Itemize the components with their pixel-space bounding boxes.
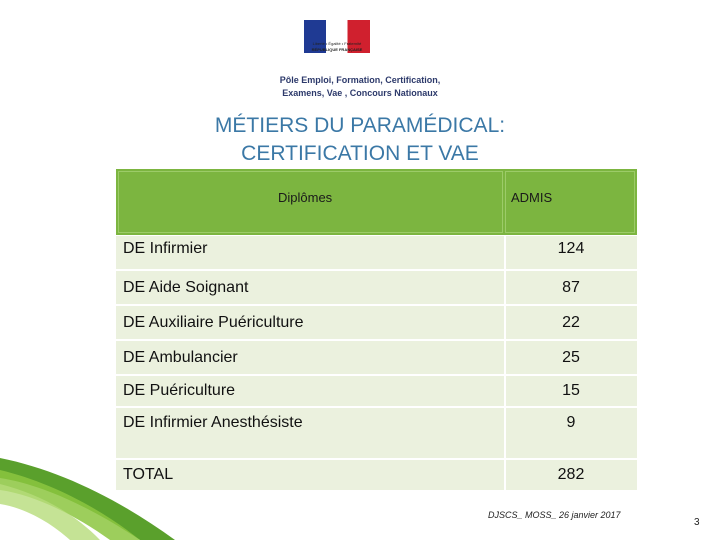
diplome-label: DE Auxiliaire Puériculture	[123, 314, 304, 331]
logo-republique: RÉPUBLIQUE FRANÇAISE	[311, 47, 363, 52]
header-cell-diplomes	[118, 171, 503, 233]
diplome-label: DE Infirmier	[123, 240, 208, 257]
admis-value: 87	[562, 279, 580, 296]
admis-value: 22	[562, 314, 580, 331]
table-row: DE Aide Soignant 87	[116, 271, 637, 304]
column-separator	[504, 271, 506, 304]
admis-value: 9	[566, 414, 576, 431]
footer-text: DJSCS_ MOSS_ 26 janvier 2017	[488, 510, 621, 520]
diplome-label: DE Ambulancier	[123, 349, 238, 366]
table-row: DE Auxiliaire Puériculture 22	[116, 306, 637, 339]
slide-title: MÉTIERS DU PARAMÉDICAL: CERTIFICATION ET…	[100, 112, 620, 168]
logo-motto: Liberté • Égalité • Fraternité	[312, 41, 362, 46]
diplome-label: DE Infirmier Anesthésiste	[123, 414, 303, 431]
title-line-1: MÉTIERS DU PARAMÉDICAL:	[214, 114, 506, 137]
diplome-label: DE Puériculture	[123, 382, 236, 399]
column-separator	[504, 376, 506, 406]
office-line-1: Pôle Emploi, Formation, Certification,	[279, 75, 441, 85]
office-line-2: Examens, Vae , Concours Nationaux	[282, 88, 438, 98]
table-row: DE Ambulancier 25	[116, 341, 637, 374]
admis-value: 15	[562, 382, 580, 399]
admis-value: 282	[557, 466, 585, 483]
column-separator	[504, 460, 506, 490]
table-row: DE Puériculture 15	[116, 376, 637, 406]
admis-value: 124	[557, 240, 585, 257]
page-number: 3	[694, 517, 700, 528]
table-row: DE Infirmier 124	[116, 236, 637, 269]
office-name: Pôle Emploi, Formation, Certification, E…	[200, 74, 520, 100]
table-row: TOTAL 282	[116, 460, 637, 490]
column-header-admis: ADMIS	[511, 190, 553, 205]
column-separator	[504, 306, 506, 339]
header-cell-admis	[505, 171, 635, 233]
title-line-2: CERTIFICATION ET VAE	[241, 142, 479, 165]
diplome-label: DE Aide Soignant	[123, 279, 249, 296]
republique-francaise-logo	[304, 20, 370, 53]
table-row: DE Infirmier Anesthésiste 9	[116, 408, 637, 458]
column-separator	[504, 236, 506, 269]
column-header-diplomes: Diplômes	[278, 190, 333, 205]
diplome-label: TOTAL	[123, 466, 174, 483]
column-separator	[504, 408, 506, 458]
column-separator	[504, 341, 506, 374]
admis-value: 25	[562, 349, 580, 366]
